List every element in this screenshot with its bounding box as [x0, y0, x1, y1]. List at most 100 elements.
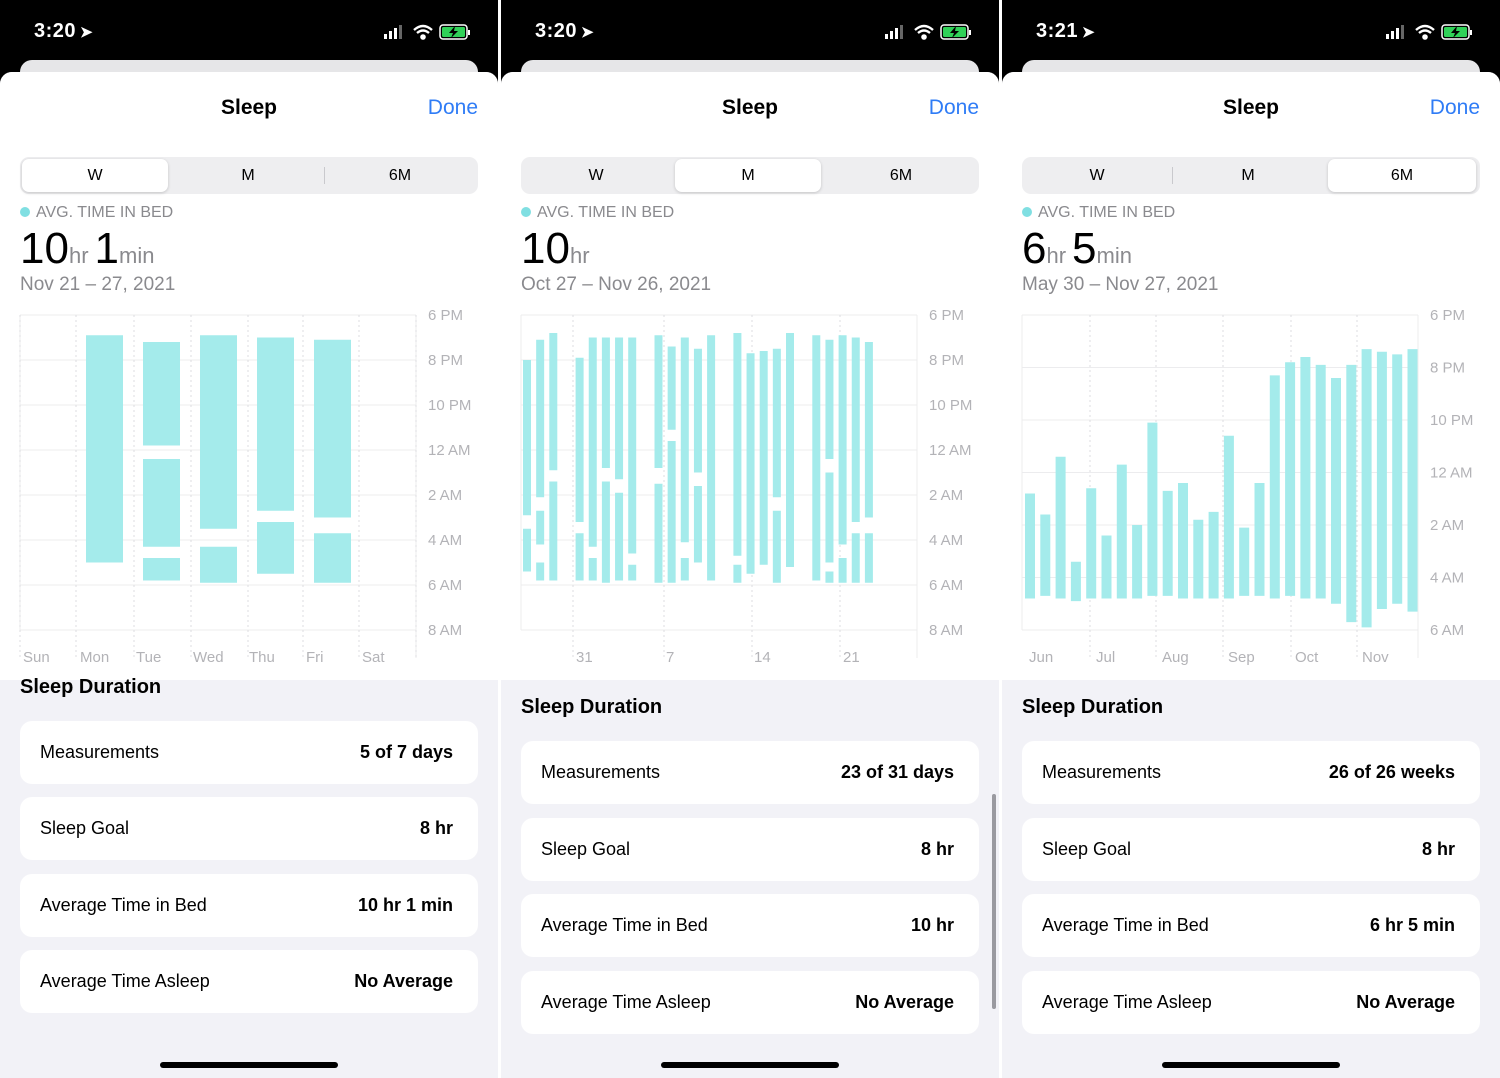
x-tick-label: Thu [249, 649, 275, 666]
sleep-chart-month: 6 PM 8 PM 10 PM 12 AM 2 AM 4 AM 6 AM 8 AM 31 7 14 2… [520, 307, 972, 666]
sleep-bar [615, 492, 624, 581]
sleep-bar [851, 533, 860, 583]
section-title: Sleep Duration [521, 696, 663, 718]
sleep-bar [1178, 483, 1188, 599]
sleep-bar [1070, 561, 1081, 602]
segment-month[interactable]: M [675, 159, 821, 192]
avg-time-in-bed-value: 10hr 1min [20, 224, 155, 273]
sleep-bar [851, 337, 860, 522]
sleep-bar [143, 459, 180, 547]
sleep-bar [680, 558, 689, 581]
sleep-bar [536, 339, 545, 498]
sleep-bar [772, 510, 781, 583]
row-avg-time-asleep: Average Time Asleep No Average [20, 950, 478, 1013]
sleep-bar [1346, 364, 1357, 623]
sleep-bar [628, 564, 637, 581]
segment-six-months[interactable]: 6M [388, 167, 412, 184]
done-button[interactable]: Done [1429, 96, 1480, 119]
y-tick-label: 8 PM [428, 352, 463, 369]
x-tick-label: Fri [306, 649, 324, 666]
period-segmented-control[interactable]: W M 6M [521, 157, 979, 194]
sleep-bar [772, 348, 781, 498]
done-button[interactable]: Done [928, 96, 979, 119]
scrollbar[interactable] [992, 794, 996, 1009]
sleep-bar [200, 546, 237, 583]
status-icons [885, 24, 971, 40]
sleep-bar [1300, 357, 1311, 599]
row-sleep-goal: Sleep Goal 8 hr [1022, 818, 1480, 881]
x-tick-label: Aug [1162, 649, 1189, 666]
x-tick-label: Tue [136, 649, 161, 666]
sleep-bar [575, 357, 584, 522]
section-title: Sleep Duration [20, 676, 162, 698]
y-tick-label: 2 AM [1430, 517, 1464, 534]
segment-six-months[interactable]: 6M [1328, 159, 1476, 192]
location-arrow-icon: ➤ [581, 24, 595, 41]
status-time: 3:20 ➤ [535, 20, 595, 42]
sleep-sheet: Sleep Done W M 6M AVG. TIME IN BED 10hr 1… [0, 72, 498, 1078]
legend-dot [521, 207, 531, 217]
home-indicator[interactable] [661, 1062, 839, 1068]
segment-week[interactable]: W [588, 167, 604, 184]
location-arrow-icon: ➤ [80, 24, 94, 41]
signal-icon [384, 25, 402, 39]
x-tick-label: Mon [80, 649, 109, 666]
sleep-bar [825, 339, 834, 459]
sleep-bar [864, 533, 873, 583]
period-segmented-control[interactable]: W M 6M [20, 157, 478, 194]
status-bar: 3:20 ➤ [501, 0, 999, 62]
sleep-bar [825, 472, 834, 563]
sleep-bar [1055, 456, 1066, 599]
home-indicator[interactable] [1162, 1062, 1340, 1068]
sleep-bar [549, 333, 558, 471]
row-measurements: Measurements 23 of 31 days [521, 741, 979, 804]
y-tick-label: 10 PM [1430, 412, 1473, 429]
location-arrow-icon: ➤ [1082, 24, 1096, 41]
avg-time-in-bed-value: 6hr 5min [1022, 224, 1132, 273]
sleep-bar [1147, 422, 1158, 596]
sleep-chart-week: 6 PM 8 PM 10 PM 12 AM 2 AM 4 AM 6 AM 8 AM Sun Mon… [19, 307, 471, 666]
signal-icon [885, 25, 903, 39]
sleep-bar [601, 337, 610, 468]
sleep-bar [825, 571, 834, 583]
battery-charging-icon [439, 24, 470, 40]
battery-charging-icon [1441, 24, 1472, 40]
x-tick-label: Wed [193, 649, 224, 666]
sleep-bar [314, 339, 351, 518]
segment-month[interactable]: M [1241, 167, 1255, 184]
y-tick-label: 6 PM [929, 307, 964, 324]
sleep-bar [746, 353, 755, 574]
legend-dot [20, 207, 30, 217]
sleep-bar [1376, 351, 1387, 609]
segment-week[interactable]: W [1089, 167, 1105, 184]
sleep-bar [143, 558, 180, 581]
segment-month[interactable]: M [241, 167, 255, 184]
sleep-bar [523, 528, 531, 572]
y-tick-label: 6 AM [929, 577, 963, 594]
sleep-sheet: Sleep Done W M 6M AVG. TIME IN BED 6hr 5m… [1002, 72, 1500, 1078]
sleep-bar [786, 333, 794, 567]
chart-area: Sleep Done W M 6M AVG. TIME IN BED 10hr … [501, 72, 999, 680]
sleep-bar [536, 510, 545, 545]
sleep-bar [1285, 362, 1296, 596]
sleep-bar [1086, 488, 1097, 599]
done-button[interactable]: Done [427, 96, 478, 119]
segment-divider [1172, 167, 1173, 184]
section-title: Sleep Duration [1022, 696, 1164, 718]
x-tick-label: Sep [1228, 649, 1255, 666]
period-segmented-control[interactable]: W M 6M [1022, 157, 1480, 194]
x-tick-label: 7 [666, 649, 674, 666]
sleep-bar [1101, 535, 1112, 599]
y-tick-label: 2 AM [428, 487, 462, 504]
status-icons [1386, 24, 1472, 40]
y-tick-label: 8 PM [929, 352, 964, 369]
sleep-bar [654, 483, 663, 583]
segment-six-months[interactable]: 6M [889, 167, 913, 184]
sleep-bar [654, 335, 663, 468]
date-range: Oct 27 – Nov 26, 2021 [521, 274, 712, 295]
home-indicator[interactable] [160, 1062, 338, 1068]
sleep-bar [257, 337, 294, 511]
segment-week[interactable]: W [22, 159, 168, 192]
sleep-bar [1239, 527, 1250, 596]
x-tick-label: 31 [576, 649, 593, 666]
